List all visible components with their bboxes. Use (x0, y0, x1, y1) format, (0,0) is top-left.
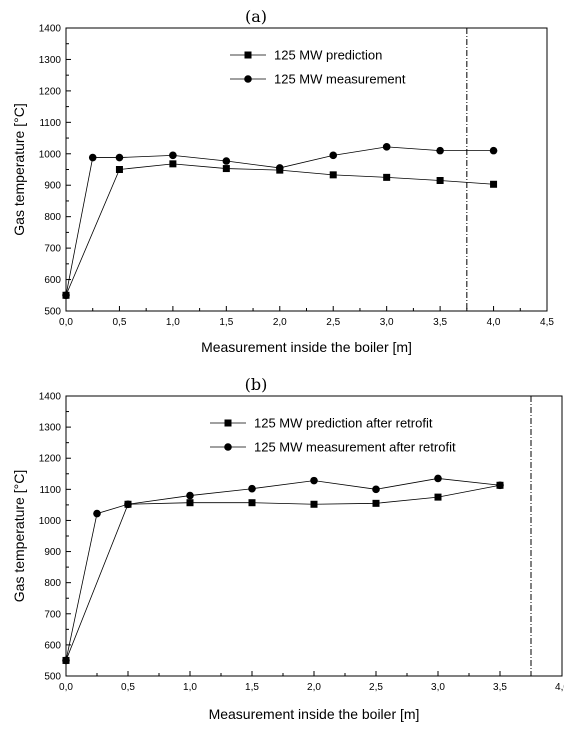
panel-label: (a) (245, 7, 267, 26)
data-point-circle (329, 151, 338, 160)
x-tick-label: 2,5 (326, 317, 340, 328)
y-axis-label: Gas temperature [°C] (11, 103, 27, 235)
x-tick-label: 4,5 (540, 317, 554, 328)
legend-marker-circle (224, 443, 232, 451)
x-tick-label: 1,5 (219, 317, 233, 328)
data-point-circle (372, 485, 380, 494)
data-point-circle (93, 509, 101, 518)
y-tick-label: 1200 (39, 86, 62, 97)
data-point-circle (88, 153, 97, 162)
chart-panel-0: (a) 0,0 0,5 1,0 1,5 2,0 2,5 3,0 3,5 4,0 4,5 500 600 7… (11, 7, 554, 355)
x-axis-label: Measurement inside the boiler [m] (209, 706, 420, 722)
x-tick-label: 3,5 (493, 682, 507, 693)
x-tick-label: 0,0 (59, 317, 73, 328)
x-tick-label: 4,0 (487, 317, 501, 328)
data-point-square (222, 165, 230, 173)
y-tick-label: 600 (44, 640, 61, 651)
data-point-circle (489, 146, 498, 155)
y-tick-label: 1400 (39, 24, 62, 35)
panel-label: (b) (245, 375, 268, 394)
y-tick-label: 1300 (39, 55, 62, 66)
data-point-circle (115, 153, 124, 162)
y-tick-label: 800 (44, 578, 61, 589)
y-tick-label: 600 (44, 275, 61, 286)
data-point-circle (124, 500, 132, 509)
chart-panel-1: (b) 0,0 0,5 1,0 1,5 2,0 2,5 3,0 3,5 4,0 500 600 700 8… (11, 375, 564, 722)
data-point-circle (275, 164, 284, 172)
y-tick-label: 1100 (39, 118, 61, 129)
data-point-circle (248, 484, 256, 493)
data-point-circle (434, 474, 442, 483)
x-tick-label: 3,0 (380, 317, 394, 328)
legend-marker-square (224, 419, 232, 427)
data-point-circle (186, 491, 194, 500)
x-tick-label: 3,0 (431, 682, 445, 693)
plot-frame (65, 27, 548, 312)
y-tick-label: 800 (44, 212, 61, 223)
y-tick-label: 900 (44, 181, 61, 192)
x-tick-label: 4,0 (555, 682, 564, 693)
data-point-square (434, 493, 442, 501)
data-point-square (115, 166, 123, 173)
x-tick-label: 0,5 (121, 682, 135, 693)
x-tick-label: 0,0 (59, 682, 73, 693)
data-point-square (372, 499, 380, 507)
x-tick-label: 3,5 (433, 317, 447, 328)
legend-marker-square (244, 51, 252, 59)
x-tick-label: 1,0 (183, 682, 197, 693)
data-point-circle (169, 151, 177, 160)
data-point-circle (310, 476, 318, 485)
legend-entry: 125 MW prediction (274, 48, 382, 63)
data-point-square (169, 160, 177, 168)
series-line-0 (65, 484, 501, 661)
data-point-square (383, 173, 391, 181)
data-point-square (329, 171, 337, 179)
data-point-circle (62, 656, 70, 665)
y-tick-label: 1400 (39, 392, 62, 403)
x-tick-label: 2,0 (307, 682, 321, 693)
plot-frame (65, 395, 563, 677)
data-point-square (186, 499, 194, 507)
y-axis-label: Gas temperature [°C] (11, 470, 27, 602)
legend-marker-circle (244, 75, 252, 83)
data-point-square (310, 500, 318, 508)
y-tick-label: 700 (44, 244, 61, 255)
x-axis-label: Measurement inside the boiler [m] (201, 339, 412, 355)
x-tick-label: 2,0 (273, 317, 287, 328)
y-tick-label: 900 (44, 547, 61, 558)
series-line-0 (65, 163, 494, 296)
y-tick-label: 1100 (39, 485, 61, 496)
data-point-circle (496, 481, 504, 490)
y-tick-label: 1200 (39, 454, 62, 465)
legend-entry: 125 MW measurement (274, 72, 406, 87)
x-tick-label: 0,5 (112, 317, 126, 328)
y-tick-label: 500 (44, 672, 61, 683)
data-point-circle (62, 291, 70, 300)
series-line-1 (65, 146, 494, 296)
y-tick-label: 1300 (39, 423, 62, 434)
data-point-square (490, 180, 498, 188)
y-tick-label: 700 (44, 609, 61, 620)
y-tick-label: 500 (44, 307, 61, 318)
y-tick-label: 1000 (39, 516, 62, 527)
x-tick-label: 1,5 (245, 682, 259, 693)
legend-entry: 125 MW measurement after retrofit (254, 440, 456, 455)
legend-entry: 125 MW prediction after retrofit (254, 416, 433, 431)
data-point-square (248, 499, 256, 507)
y-tick-label: 1000 (39, 149, 62, 160)
x-tick-label: 2,5 (369, 682, 383, 693)
x-tick-label: 1,0 (166, 317, 180, 328)
data-point-circle (222, 157, 231, 165)
data-point-circle (436, 146, 444, 155)
data-point-circle (382, 143, 391, 151)
data-point-square (436, 177, 444, 185)
